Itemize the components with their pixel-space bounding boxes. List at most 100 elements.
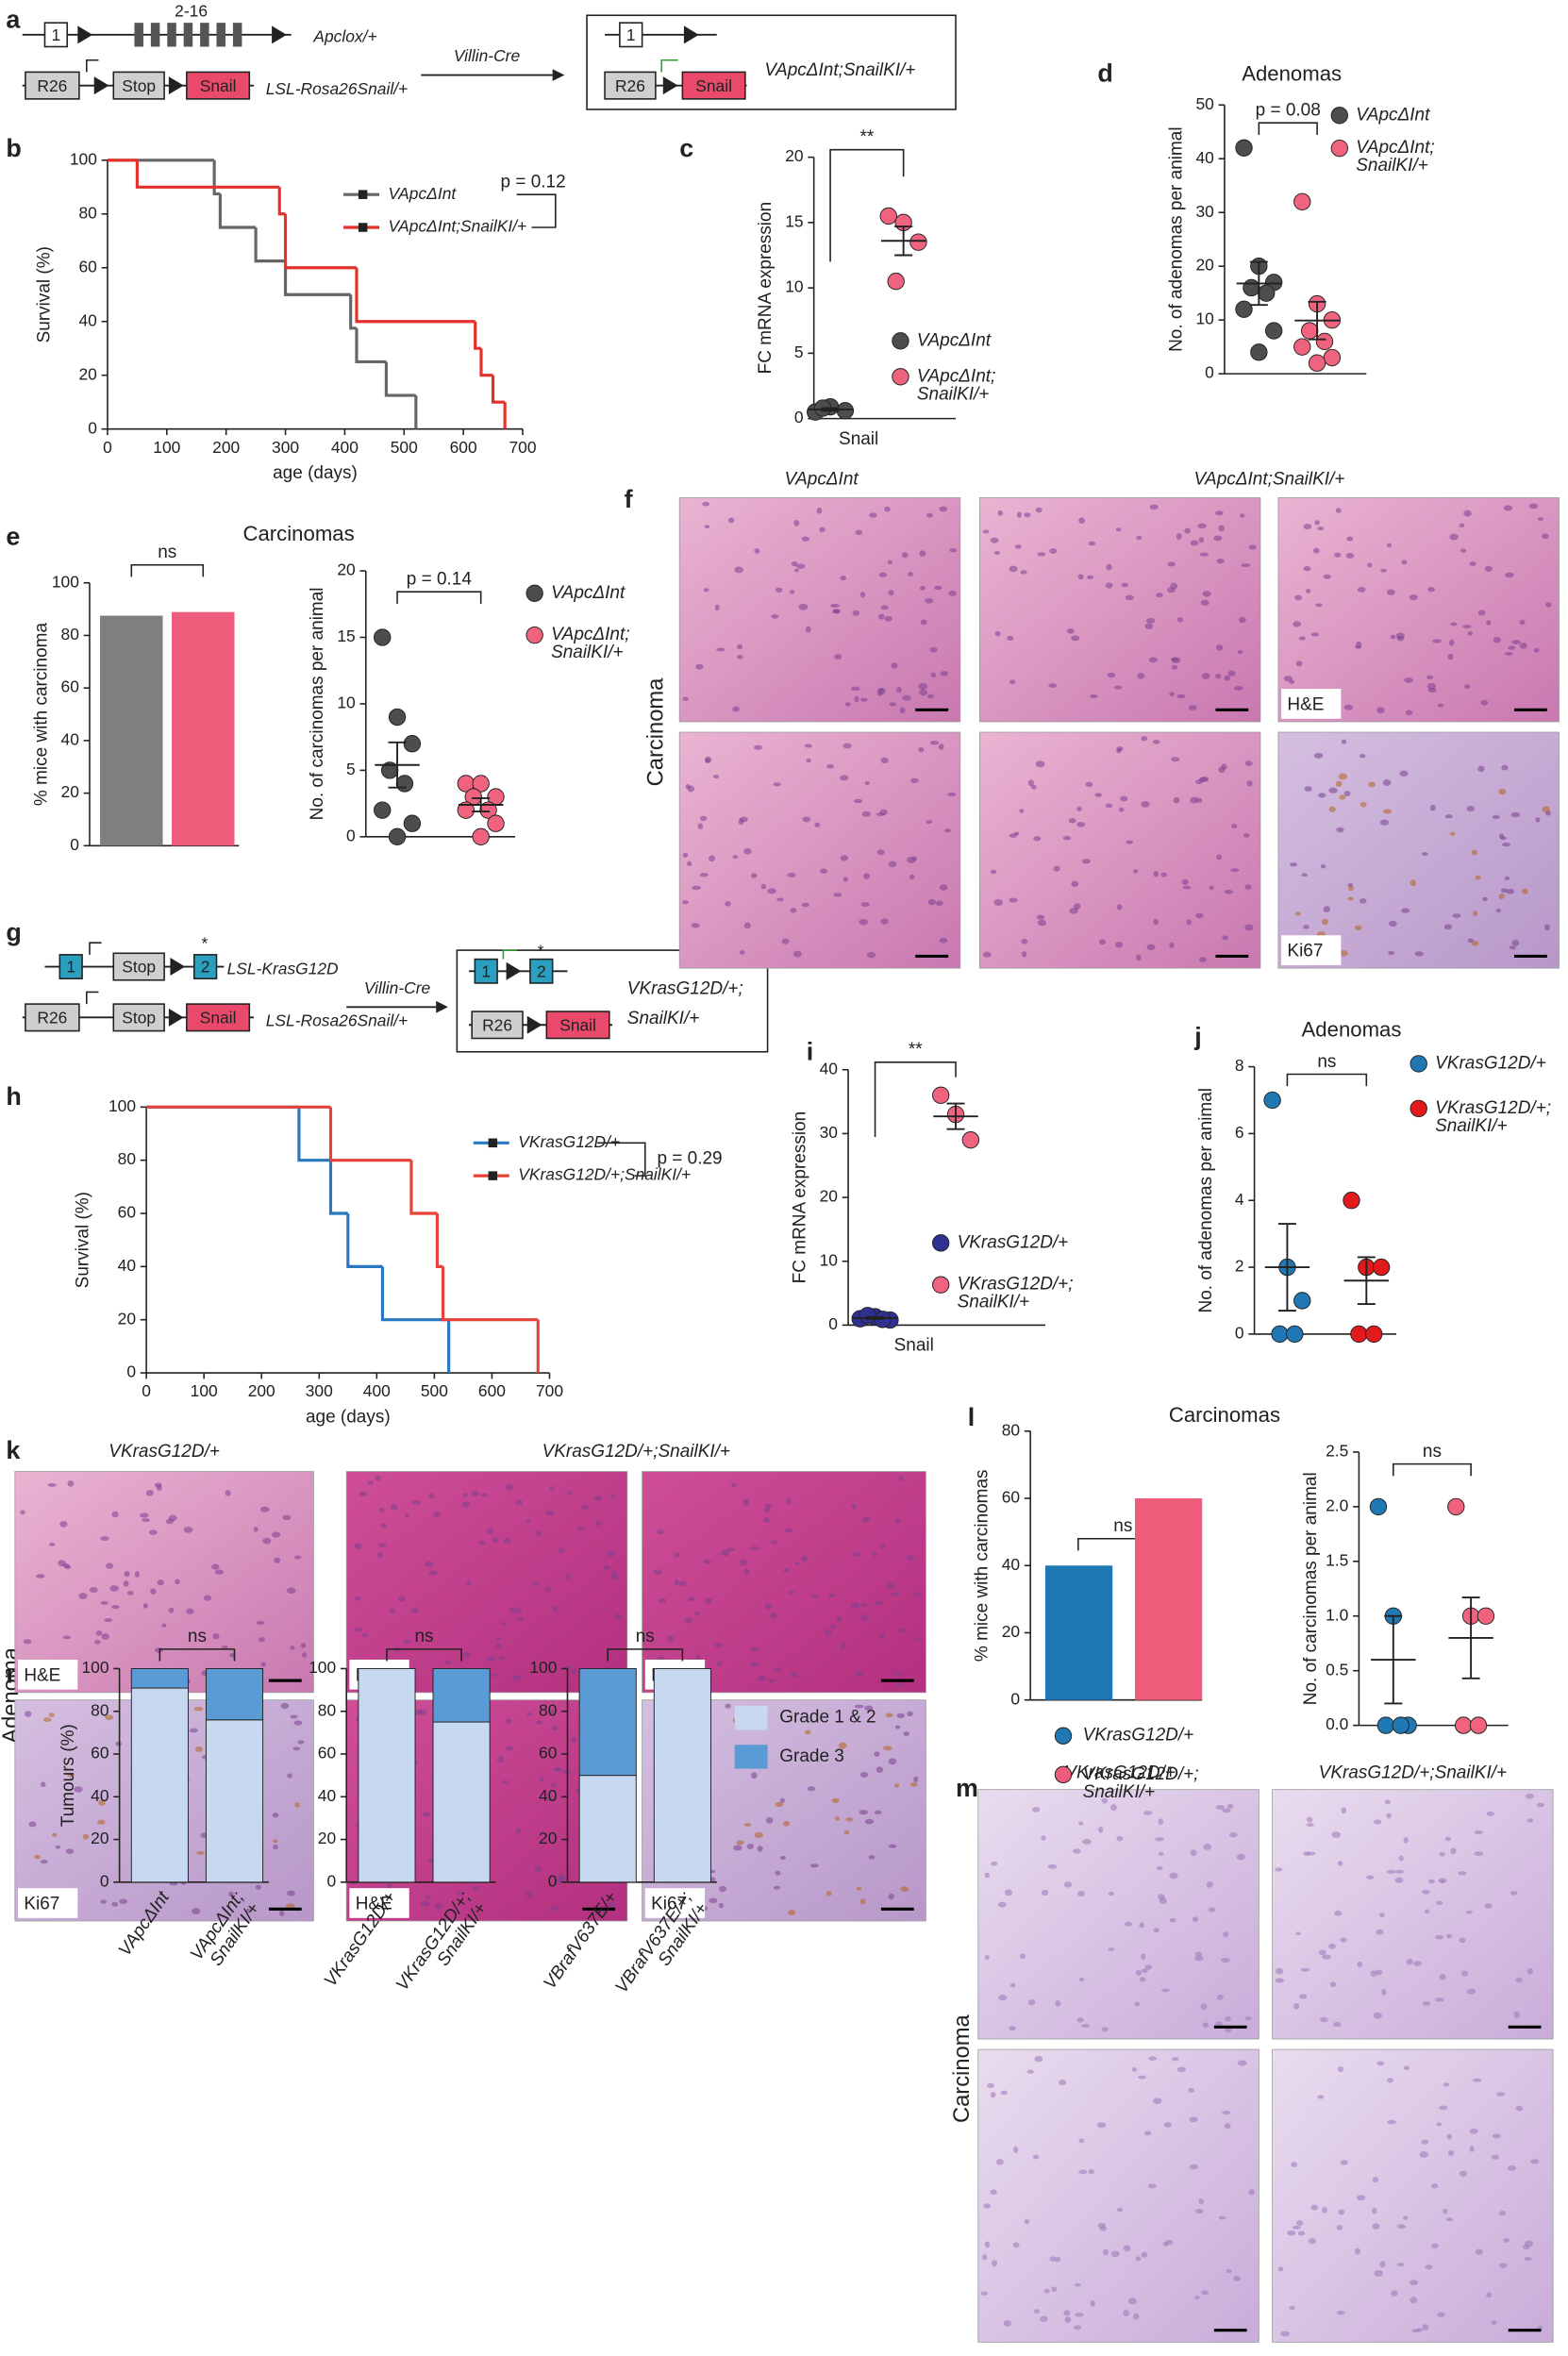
nucleus: [1467, 938, 1475, 944]
snail-label: Snail: [559, 1015, 596, 1034]
nucleus: [1075, 2313, 1084, 2317]
nucleus: [861, 810, 871, 817]
nucleus: [1064, 2316, 1072, 2323]
nucleus: [1167, 561, 1176, 567]
y-tick-label: 100: [108, 1096, 136, 1115]
nucleus: [926, 512, 933, 518]
nucleus: [1108, 1892, 1115, 1896]
x-tick-label: 0: [103, 438, 112, 457]
nucleus: [1401, 908, 1410, 913]
nucleus: [750, 1646, 759, 1652]
nucleus: [1315, 603, 1323, 608]
nucleus: [896, 1713, 906, 1718]
nucleus: [1224, 675, 1231, 681]
y-tick-label: 80: [79, 203, 97, 222]
data-dot: [1376, 1716, 1395, 1734]
nucleus: [819, 526, 826, 533]
nucleus: [775, 587, 783, 593]
nucleus: [1062, 835, 1072, 841]
legend-label: VApcΔInt: [389, 184, 458, 203]
y-tick-label: 8: [1235, 1056, 1244, 1075]
nucleus: [898, 1475, 904, 1481]
nucleus: [830, 603, 840, 608]
survival-step: [297, 1107, 331, 1162]
nucleus: [1081, 2024, 1091, 2029]
nucleus: [1429, 804, 1436, 811]
nucleus: [1283, 676, 1293, 682]
nucleus: [1228, 1831, 1238, 1838]
nucleus: [1401, 560, 1408, 565]
nucleus: [565, 1664, 573, 1670]
bar-segment: [653, 1667, 711, 1883]
y-tick-label: 0: [548, 1871, 558, 1890]
nucleus: [1139, 1977, 1146, 1982]
nucleus: [1141, 736, 1148, 742]
data-dot: [1258, 284, 1276, 302]
nucleus: [571, 1668, 577, 1675]
nucleus: [1388, 920, 1397, 927]
bar-segment: [130, 1667, 189, 1689]
data-dot: [1455, 1716, 1473, 1734]
nucleus: [425, 1895, 432, 1900]
nucleus: [1087, 575, 1094, 580]
tissue: [977, 2048, 1259, 2343]
survival-step: [355, 327, 387, 364]
nucleus: [991, 2260, 998, 2267]
nucleus: [1338, 2209, 1345, 2215]
nucleus: [1515, 1978, 1523, 1983]
nucleus: [1215, 510, 1224, 516]
nucleus: [1336, 2310, 1345, 2315]
survival-step: [254, 227, 286, 263]
nucleus: [1426, 675, 1434, 680]
y-tick-label: 0: [1235, 1324, 1244, 1343]
nucleus: [703, 588, 709, 593]
nucleus: [907, 857, 916, 863]
nucleus: [65, 1848, 75, 1854]
nucleus: [1435, 1934, 1444, 1940]
nucleus: [461, 1501, 471, 1508]
nucleus: [1160, 1988, 1170, 1993]
nucleus: [62, 1562, 70, 1568]
nucleus: [895, 1682, 905, 1687]
y-tick-label: 30: [1195, 202, 1213, 221]
significance-label: p = 0.29: [657, 1149, 722, 1169]
nucleus: [1147, 2183, 1157, 2189]
nucleus: [1290, 862, 1298, 867]
nucleus: [874, 1751, 880, 1757]
nucleus: [1359, 898, 1367, 904]
nucleus: [734, 566, 743, 574]
nucleus: [1026, 2069, 1034, 2074]
nucleus: [948, 590, 957, 596]
nucleus: [1333, 2021, 1342, 2028]
nucleus: [926, 820, 933, 825]
y-axis-label: FC mRNA expression: [756, 202, 776, 375]
nucleus: [801, 536, 809, 542]
nucleus: [1163, 2122, 1172, 2128]
nucleus: [1096, 2122, 1107, 2129]
nucleus: [929, 740, 940, 745]
nucleus: [1505, 572, 1514, 578]
panel-letter: e: [6, 522, 20, 550]
nucleus: [531, 1581, 540, 1587]
nucleus: [856, 1886, 862, 1891]
nucleus: [990, 2189, 997, 2196]
nucleus: [48, 1713, 55, 1717]
nucleus: [498, 1656, 506, 1661]
loxp: [168, 1008, 184, 1027]
nucleus: [1439, 1973, 1446, 1980]
chart-title: Carcinomas: [1169, 1403, 1280, 1427]
nucleus: [546, 1797, 556, 1802]
nucleus: [1405, 710, 1413, 716]
nucleus: [1221, 1957, 1230, 1963]
nucleus: [1141, 2251, 1148, 2258]
nucleus: [1508, 2165, 1517, 2171]
exon-box: [529, 958, 554, 984]
nucleus: [880, 918, 889, 925]
nucleus: [743, 1568, 750, 1576]
nucleus: [1449, 533, 1459, 541]
nucleus: [1244, 2016, 1252, 2021]
nucleus: [1232, 2275, 1242, 2281]
nucleus: [1379, 2261, 1386, 2268]
nucleus: [773, 782, 781, 787]
nucleus: [862, 873, 870, 879]
